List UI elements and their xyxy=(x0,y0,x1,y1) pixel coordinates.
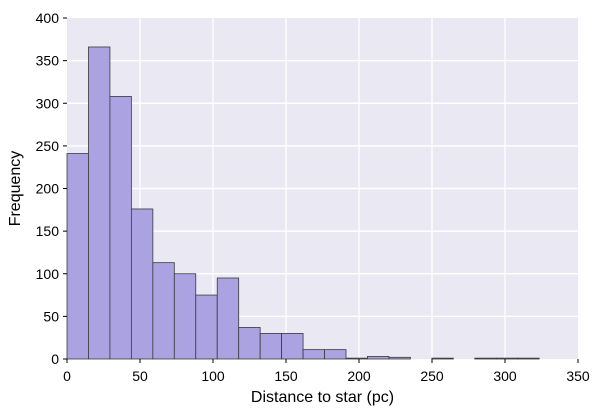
histogram-bar xyxy=(195,294,218,360)
y-tick-label: 250 xyxy=(36,138,60,154)
x-tick-label: 250 xyxy=(420,368,444,384)
y-tick-label: 100 xyxy=(36,266,60,282)
histogram-bar xyxy=(495,357,519,360)
histogram-bar xyxy=(281,333,304,360)
histogram-bar xyxy=(130,208,154,360)
x-tick-label: 200 xyxy=(347,368,371,384)
bars xyxy=(66,46,540,360)
histogram-bar xyxy=(302,349,325,360)
histogram-bar xyxy=(517,357,540,360)
x-axis-label: Distance to star (pc) xyxy=(251,389,394,406)
y-tick-label: 350 xyxy=(36,53,60,69)
histogram-bar xyxy=(238,327,261,360)
y-tick-label: 200 xyxy=(36,181,60,197)
histogram-bar xyxy=(345,357,368,360)
y-axis-label: Frequency xyxy=(7,151,24,227)
x-tick-label: 50 xyxy=(132,368,148,384)
histogram-bar xyxy=(431,357,454,360)
histogram-bar xyxy=(66,153,89,360)
histogram-bar xyxy=(152,262,175,360)
histogram-bar xyxy=(367,356,390,360)
y-tick-label: 50 xyxy=(43,308,59,324)
y-tick-label: 300 xyxy=(36,95,60,111)
x-tick-label: 150 xyxy=(274,368,298,384)
histogram-bar xyxy=(259,333,283,360)
x-tick-label: 0 xyxy=(63,368,71,384)
y-tick-label: 150 xyxy=(36,223,60,239)
histogram-bar xyxy=(388,356,411,360)
x-axis-ticks: 0 50 100 150 200 250 300 350 xyxy=(63,359,590,384)
histogram-bar xyxy=(474,357,497,360)
histogram-bar xyxy=(109,96,132,360)
x-tick-label: 300 xyxy=(493,368,517,384)
histogram-bar xyxy=(324,349,347,360)
y-tick-label: 400 xyxy=(36,10,60,26)
y-tick-label: 0 xyxy=(51,351,59,367)
y-axis-ticks: 0 50 100 150 200 250 300 350 400 xyxy=(36,10,67,367)
x-tick-label: 350 xyxy=(566,368,590,384)
histogram-bar xyxy=(173,273,197,360)
histogram-bar xyxy=(216,277,240,360)
histogram-bar xyxy=(88,46,111,360)
x-tick-label: 100 xyxy=(201,368,225,384)
